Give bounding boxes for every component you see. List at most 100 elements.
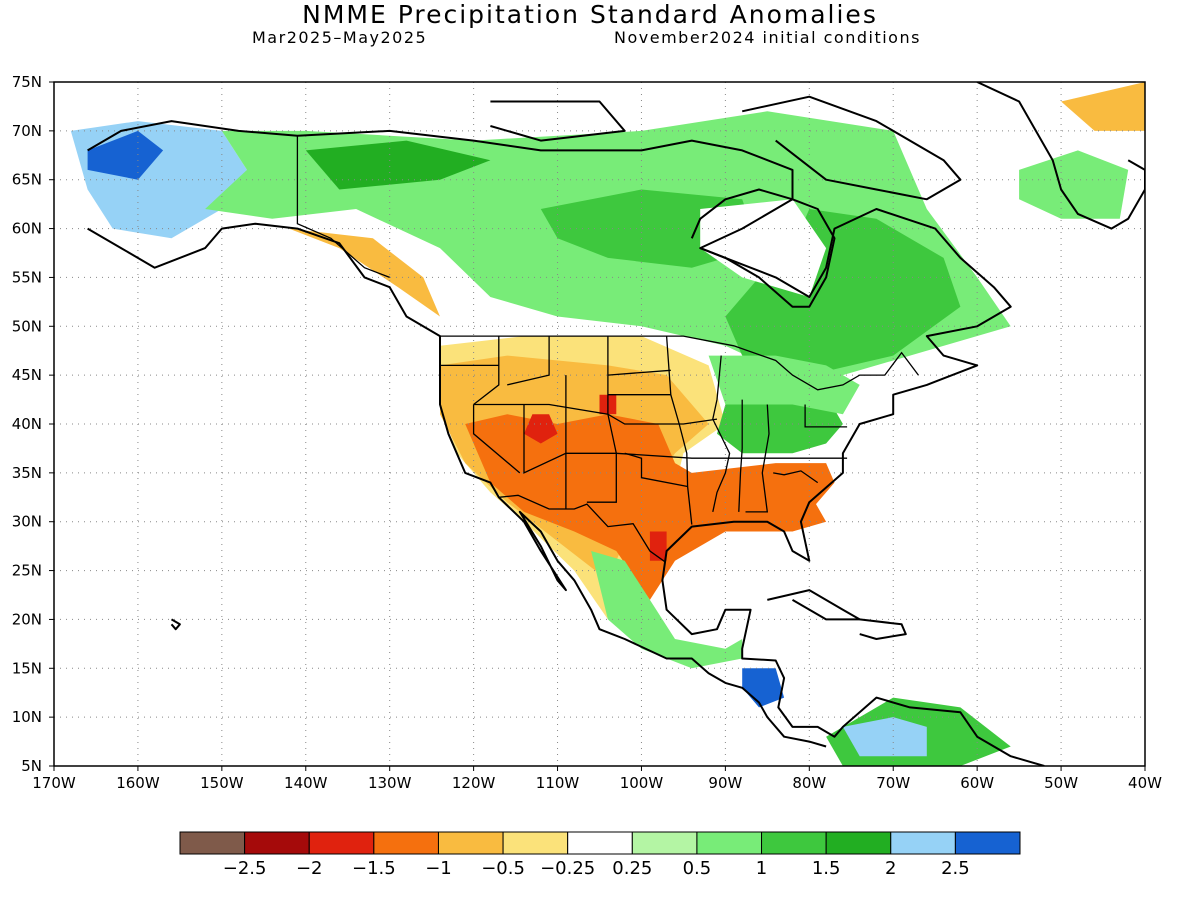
colorbar-swatch	[761, 831, 827, 855]
colorbar-label: −1	[425, 858, 452, 879]
lat-tick-label: 35N	[12, 464, 42, 482]
region-mexico-green	[591, 551, 743, 669]
colorbar-swatch	[631, 831, 698, 855]
hawaii	[170, 618, 181, 631]
colorbar-swatch	[179, 831, 246, 855]
lat-tick-label: 50N	[12, 317, 42, 335]
hispaniola	[859, 618, 907, 640]
state-line-11	[473, 336, 500, 406]
axis-ticks: 170W 160W 150W 140W 130W 120W 110W 100W 90W 80W 70…	[12, 73, 1162, 792]
state-line-5	[665, 336, 693, 525]
state-line-2	[523, 404, 848, 474]
state-line-6	[712, 355, 731, 513]
colorbar-label: 0.5	[683, 858, 712, 879]
region-greenland-green	[1019, 150, 1129, 219]
lon-tick-label: 140W	[284, 774, 328, 792]
region-us-sw-dry	[465, 414, 827, 600]
lat-tick-label: 70N	[12, 122, 42, 140]
cuba	[767, 589, 861, 621]
colorbar-swatch	[567, 831, 633, 855]
lon-tick-label: 50W	[1044, 774, 1078, 792]
lat-tick-label: 15N	[12, 659, 42, 677]
colorbar-label: 2.5	[941, 858, 970, 879]
alaska-canada-border	[296, 135, 390, 279]
colorbar-swatch	[373, 831, 439, 855]
map-title: NMME Precipitation Standard Anomalies	[302, 0, 878, 29]
forecast-period: Mar2025–May2025	[252, 28, 428, 47]
us-mexico-border	[498, 494, 666, 563]
region-us-red-spots	[524, 414, 558, 444]
region-us-northeast-green	[717, 394, 843, 454]
lon-tick-label: 60W	[960, 774, 994, 792]
state-line-4	[586, 336, 617, 503]
lat-tick-label: 75N	[12, 73, 42, 91]
state-line-13	[472, 404, 521, 474]
political-borders	[296, 135, 919, 563]
colorbar-label: −2	[296, 858, 323, 879]
us-canada-border	[440, 335, 919, 391]
colorbar-swatch	[437, 831, 504, 855]
lon-tick-label: 130W	[368, 774, 412, 792]
lon-tick-label: 170W	[32, 774, 76, 792]
lat-tick-label: 60N	[12, 220, 42, 238]
lon-tick-label: 90W	[708, 774, 742, 792]
region-central-america-blue	[742, 668, 785, 708]
region-great-lakes-green	[708, 355, 860, 415]
north-america-coast	[87, 120, 1045, 766]
anomaly-regions	[70, 82, 1145, 766]
initial-conditions: November2024 initial conditions	[614, 28, 921, 47]
lon-tick-label: 110W	[536, 774, 580, 792]
colorbar-label: 0.25	[612, 858, 652, 879]
greenland	[976, 82, 1145, 230]
region-south-america-blue	[842, 717, 927, 757]
state-line-8	[745, 404, 770, 513]
lon-tick-label: 150W	[200, 774, 244, 792]
state-line-7	[738, 399, 743, 512]
colorbar-swatch	[954, 831, 1021, 855]
lat-tick-label: 30N	[12, 513, 42, 531]
colorbar-label: −1.5	[352, 858, 396, 879]
pacific-coast	[87, 222, 827, 748]
region-canada-east-darkgreen	[725, 209, 961, 376]
region-greenland-dry	[1061, 82, 1145, 131]
colorbar-label: −2.5	[223, 858, 267, 879]
hudson-bay	[690, 188, 836, 308]
colorbar-swatch	[308, 831, 375, 855]
state-line-17	[773, 470, 819, 484]
colorbar-label: 2	[885, 858, 896, 879]
colorbar-swatch	[825, 831, 892, 855]
lat-tick-label: 55N	[12, 268, 42, 286]
coastlines	[87, 82, 1145, 766]
lon-tick-label: 80W	[792, 774, 826, 792]
lat-tick-label: 45N	[12, 366, 42, 384]
colorbar-swatch	[244, 831, 310, 855]
lat-tick-label: 25N	[12, 562, 42, 580]
lon-tick-label: 120W	[452, 774, 496, 792]
lat-tick-label: 10N	[12, 708, 42, 726]
lat-tick-label: 20N	[12, 610, 42, 628]
colorbar-label: −0.5	[481, 858, 525, 879]
colorbar-swatch	[696, 831, 763, 855]
colorbar: −2.5 −2 −1.5 −1 −0.5 −0.25 0.25 0.5 1 1.5 2 2.5	[179, 831, 1021, 879]
lon-tick-label: 70W	[876, 774, 910, 792]
victoria-island	[490, 100, 626, 142]
state-line-1	[473, 403, 718, 425]
state-line-14	[607, 369, 671, 376]
colorbar-swatch	[502, 831, 569, 855]
colorbar-label: −0.25	[540, 858, 595, 879]
lon-tick-label: 100W	[620, 774, 664, 792]
colorbar-swatch	[890, 831, 956, 855]
region-pacific-nw-dry	[289, 228, 440, 317]
state-line-10	[507, 336, 550, 386]
region-canada-north-darkgreen	[305, 140, 491, 190]
lat-tick-label: 40N	[12, 415, 42, 433]
state-line-16	[624, 452, 688, 488]
lat-tick-label: 65N	[12, 171, 42, 189]
region-alaska-wet	[70, 121, 247, 239]
colorbar-label: 1	[756, 858, 767, 879]
lat-tick-label: 5N	[21, 757, 42, 775]
baffin-island	[741, 95, 962, 201]
state-line-9	[804, 404, 848, 428]
region-alaska-very-wet	[87, 130, 164, 180]
